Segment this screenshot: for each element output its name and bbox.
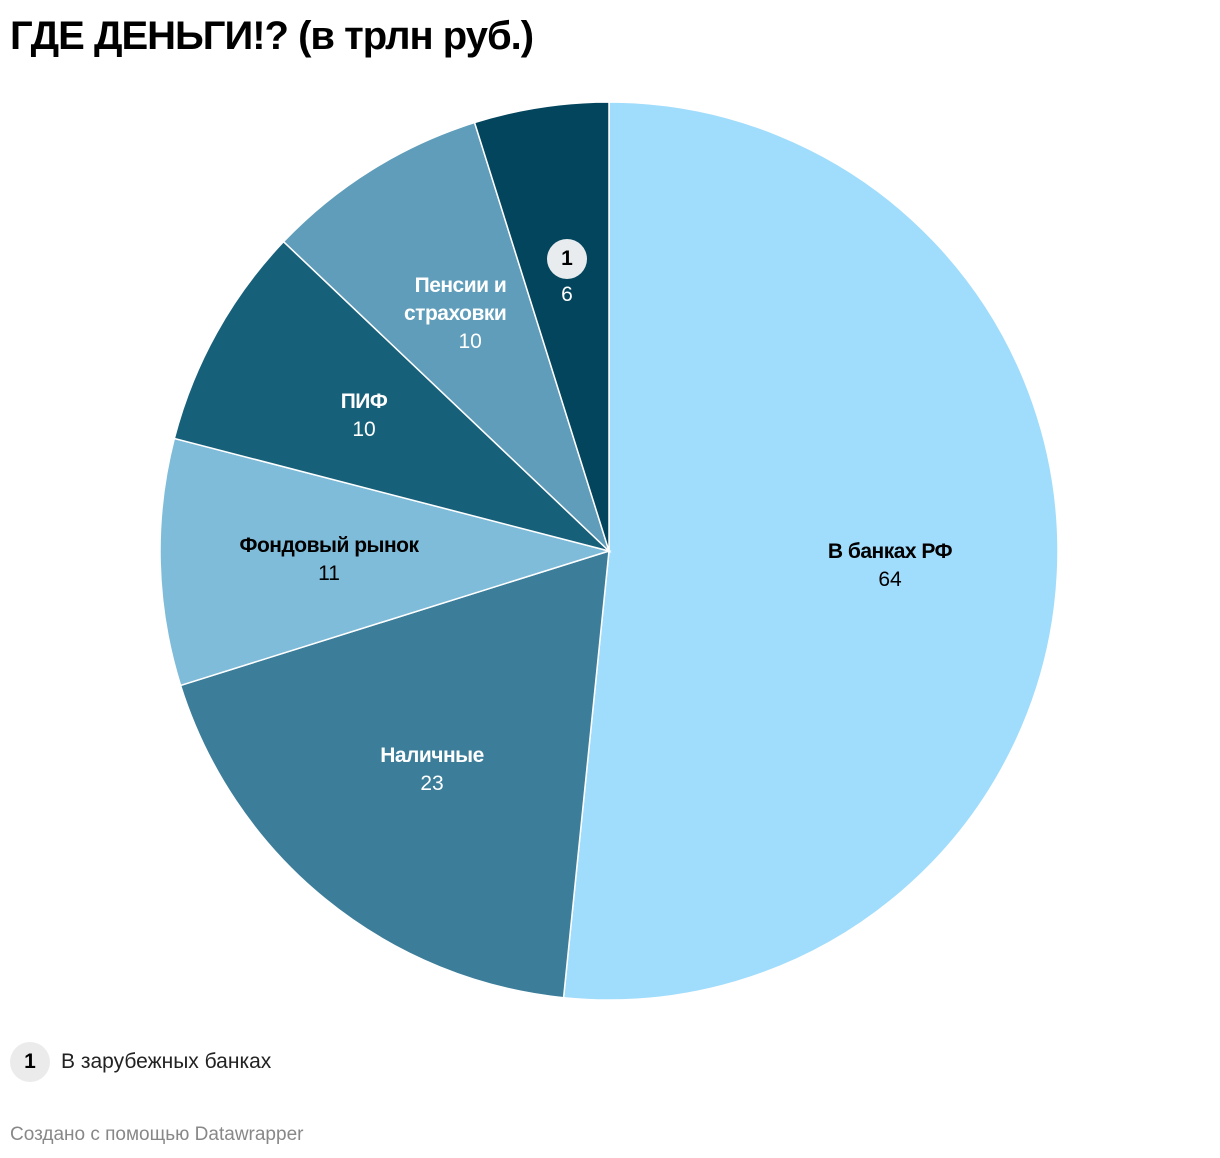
slice-label-stock-market: Фондовый рынок 11	[239, 534, 419, 585]
slice-label-foreign-banks: 1 6	[547, 239, 587, 309]
slice-label-pif: ПИФ 10	[340, 390, 388, 441]
pie-slice[interactable]	[173, 240, 612, 553]
footnote-badge: 1	[547, 239, 587, 279]
legend: 1 В зарубежных банках	[10, 1042, 271, 1082]
legend-badge: 1	[10, 1042, 50, 1082]
legend-text: В зарубежных банках	[61, 1050, 272, 1073]
slice-label-banks-rf: В банках РФ 64	[827, 540, 953, 591]
slice-label-cash: Наличные 23	[380, 744, 484, 795]
chart-title: ГДЕ ДЕНЬГИ!? (в трлн руб.)	[10, 14, 534, 58]
footer-credit[interactable]: Создано с помощью Datawrapper	[10, 1124, 304, 1145]
pie-slice[interactable]	[282, 121, 611, 554]
slice-label-pensions: Пенсии и страховки 10	[404, 274, 507, 353]
pie-slice[interactable]	[473, 101, 610, 552]
pie-slice[interactable]	[179, 549, 610, 999]
pie-slice[interactable]	[562, 101, 1059, 1001]
pie-slice[interactable]	[159, 437, 612, 687]
